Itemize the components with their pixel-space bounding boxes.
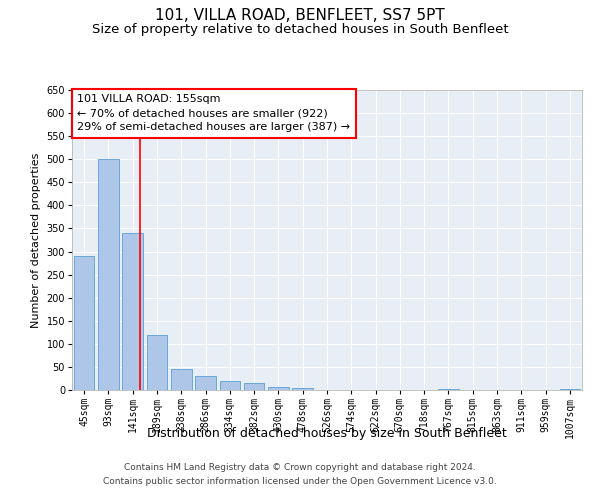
Text: Contains HM Land Registry data © Crown copyright and database right 2024.: Contains HM Land Registry data © Crown c… xyxy=(124,464,476,472)
Bar xyxy=(74,256,94,390)
Bar xyxy=(438,389,459,390)
Y-axis label: Number of detached properties: Number of detached properties xyxy=(31,152,41,328)
Bar xyxy=(98,159,119,390)
Bar xyxy=(292,388,313,390)
Text: Contains public sector information licensed under the Open Government Licence v3: Contains public sector information licen… xyxy=(103,477,497,486)
Bar xyxy=(122,233,143,390)
Text: 101, VILLA ROAD, BENFLEET, SS7 5PT: 101, VILLA ROAD, BENFLEET, SS7 5PT xyxy=(155,8,445,22)
Bar xyxy=(268,387,289,390)
Bar xyxy=(560,389,580,390)
Bar xyxy=(171,369,191,390)
Bar xyxy=(220,381,240,390)
Text: Distribution of detached houses by size in South Benfleet: Distribution of detached houses by size … xyxy=(147,428,507,440)
Text: Size of property relative to detached houses in South Benfleet: Size of property relative to detached ho… xyxy=(92,22,508,36)
Text: 101 VILLA ROAD: 155sqm
← 70% of detached houses are smaller (922)
29% of semi-de: 101 VILLA ROAD: 155sqm ← 70% of detached… xyxy=(77,94,350,132)
Bar xyxy=(146,334,167,390)
Bar xyxy=(195,376,216,390)
Bar xyxy=(244,383,265,390)
